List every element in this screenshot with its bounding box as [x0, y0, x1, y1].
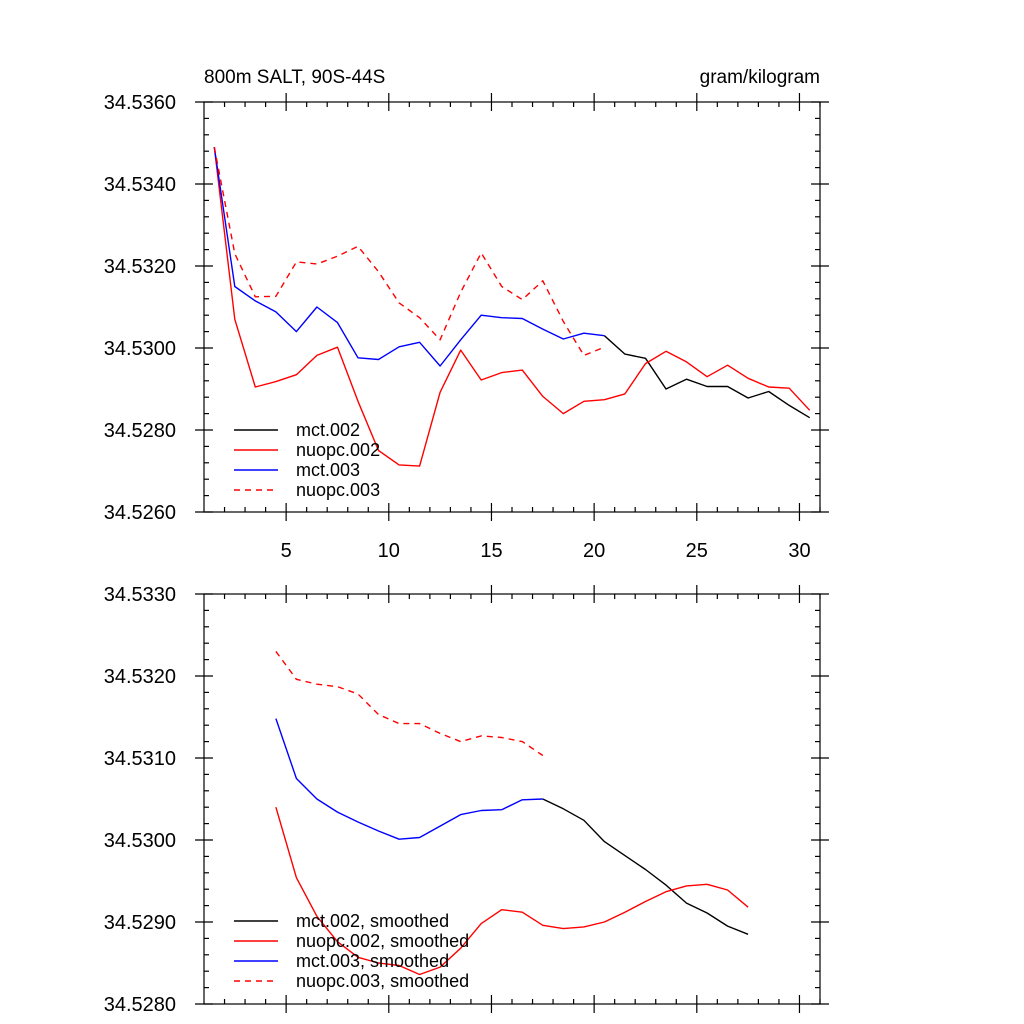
y-tick-label: 34.5330: [104, 584, 176, 606]
axis-ticks: [195, 585, 829, 1013]
series-line-mct-003: [213, 146, 605, 367]
x-tick-label: 25: [686, 540, 708, 562]
x-axis-tick-labels: 5 10 15 20 25 30: [281, 540, 811, 562]
x-tick-label: 10: [378, 540, 400, 562]
top-panel: 800m SALT, 90S-44S gram/kilogram 34.5260…: [104, 67, 829, 562]
y-tick-label: 34.5280: [104, 420, 176, 442]
y-tick-label: 34.5260: [104, 502, 176, 524]
units-label: gram/kilogram: [700, 67, 820, 88]
series-line-nuopc-003-smoothed: [275, 650, 544, 757]
series-line-nuopc-003: [213, 146, 605, 357]
legend-label: nuopc.003, smoothed: [296, 971, 469, 991]
x-tick-label: 15: [480, 540, 502, 562]
y-tick-label: 34.5320: [104, 666, 176, 688]
y-tick-label: 34.5320: [104, 256, 176, 278]
legend-label: mct.003: [296, 460, 360, 480]
y-tick-label: 34.5300: [104, 338, 176, 360]
x-tick-label: 20: [583, 540, 605, 562]
legend-label: nuopc.002, smoothed: [296, 931, 469, 951]
y-tick-label: 34.5290: [104, 912, 176, 934]
series-line-nuopc-002-smoothed: [275, 807, 749, 976]
x-tick-label: 30: [788, 540, 810, 562]
y-tick-label: 34.5310: [104, 748, 176, 770]
axis-ticks: [195, 93, 829, 521]
series-line-nuopc-002: [213, 147, 811, 467]
legend-label: mct.002: [296, 420, 360, 440]
y-axis-tick-labels: 34.5260 34.5280 34.5300 34.5320 34.5340 34.53…: [104, 92, 176, 524]
y-axis-tick-labels: 34.5280 34.5290 34.5300 34.5310 34.5320 34.53…: [104, 584, 176, 1016]
y-tick-label: 34.5340: [104, 174, 176, 196]
bottom-panel: 34.5280 34.5290 34.5300 34.5310 34.5320 34.53…: [104, 584, 829, 1016]
series-line-mct-003-smoothed: [275, 718, 543, 840]
series-lines: [213, 146, 811, 467]
y-tick-label: 34.5280: [104, 994, 176, 1016]
y-tick-label: 34.5300: [104, 830, 176, 852]
y-tick-label: 34.5360: [104, 92, 176, 114]
series-lines: [275, 650, 749, 976]
legend-label: nuopc.002: [296, 440, 380, 460]
x-tick-label: 5: [281, 540, 292, 562]
series-line-mct-002-smoothed: [542, 798, 749, 935]
chart-title: 800m SALT, 90S-44S: [204, 67, 385, 88]
legend-label: nuopc.003: [296, 480, 380, 500]
series-line-mct-002: [603, 335, 811, 419]
legend-label: mct.002, smoothed: [296, 911, 449, 931]
legend-label: mct.003, smoothed: [296, 951, 449, 971]
